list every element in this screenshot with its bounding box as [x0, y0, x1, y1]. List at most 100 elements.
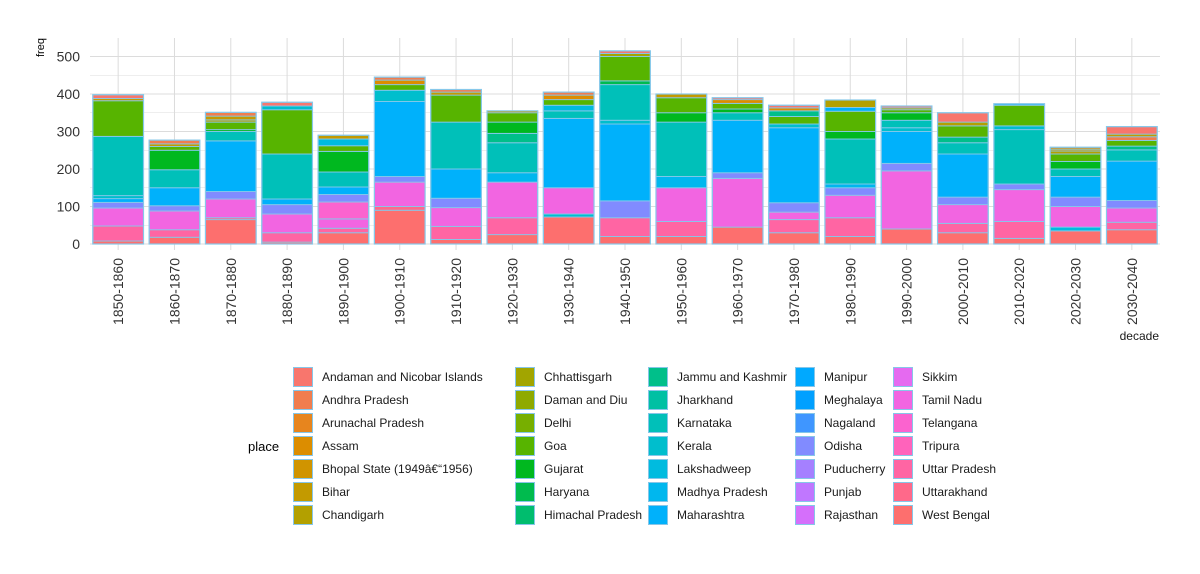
bar-segment-uttar-pradesh: [486, 217, 539, 236]
bar-segment-goa: [204, 121, 257, 131]
bar-segment-west-bengal: [993, 237, 1046, 245]
bar-segment-odisha: [373, 176, 426, 183]
bar-segment-uttar-pradesh: [261, 232, 313, 243]
bar-segment-maharashtra: [430, 168, 482, 199]
bar-segment-west-bengal: [880, 228, 933, 245]
bar-1970-1980: [768, 104, 820, 245]
x-tick-label: 1930-1940: [561, 258, 577, 325]
bar-outline: [936, 112, 989, 245]
bar-segment-gujarat: [1049, 161, 1102, 170]
bar-segment-maharashtra: [824, 107, 877, 112]
bar-segment-odisha: [1106, 200, 1158, 209]
bar-segment-karnataka: [1049, 168, 1102, 177]
bar-outline: [261, 101, 314, 245]
bar-segment-tamil-nadu: [937, 204, 989, 224]
bar-segment-uttar-pradesh: [92, 225, 144, 242]
bar-segment-gujarat: [486, 121, 539, 134]
bar-segment-gujarat: [711, 108, 764, 114]
bar-segment-karnataka: [317, 171, 370, 188]
bar-segment-odisha: [711, 172, 764, 179]
x-tick-label: 1860-1870: [166, 258, 182, 325]
x-tick-label: 1920-1930: [504, 258, 520, 325]
bar-segment-uttar-pradesh: [430, 225, 482, 240]
bar-outline: [1049, 146, 1102, 245]
bar-segment-karnataka: [711, 112, 764, 121]
x-tick-label: 1880-1890: [279, 258, 295, 325]
bar-segment-lakshadweep: [542, 104, 595, 112]
bar-segment-tamil-nadu: [430, 207, 482, 227]
bar-segment-karnataka: [599, 84, 651, 121]
bar-segment-west-bengal: [1049, 230, 1102, 245]
bar-segment-goa: [1049, 153, 1102, 162]
bar-segment-gujarat: [824, 131, 877, 140]
bar-outline: [655, 93, 708, 245]
bar-1990-2000: [880, 105, 933, 245]
bar-segment-odisha: [1049, 196, 1102, 207]
bar-segment-west-bengal: [486, 234, 539, 245]
bar-segment-haryana: [599, 80, 651, 86]
bar-segment-karnataka: [204, 131, 257, 142]
bar-segment-goa: [993, 104, 1046, 127]
bar-segment-maharashtra: [711, 119, 764, 174]
bar-1860-1870: [148, 139, 201, 245]
bar-segment-tamil-nadu: [655, 187, 708, 222]
bar-segment-uttar-pradesh: [768, 219, 820, 234]
bar-outline: [824, 99, 877, 245]
bar-segment-uttar-pradesh: [655, 221, 708, 237]
bar-segment-tamil-nadu: [486, 181, 539, 219]
bar-segment-goa: [317, 145, 370, 152]
bar-segment-maharashtra: [1106, 160, 1158, 201]
bar-segment-goa: [542, 99, 595, 106]
y-tick-label: 0: [72, 236, 80, 252]
bar-segment-tamil-nadu: [768, 211, 820, 221]
x-tick-label: 1950-1960: [673, 258, 689, 325]
bar-segment-karnataka: [92, 135, 144, 197]
bar-segment-maharashtra: [599, 123, 651, 202]
bar-1940-1950: [599, 50, 651, 245]
bar-segment-uttar-pradesh: [599, 217, 651, 237]
y-tick-label: 400: [57, 86, 81, 102]
bars: [92, 50, 1158, 245]
bar-segment-chandigarh: [937, 121, 989, 127]
bar-segment-andhra-pradesh: [1106, 136, 1158, 141]
bar-segment-tamil-nadu: [148, 210, 201, 231]
bar-outline: [542, 91, 595, 245]
bar-1900-1910: [373, 76, 426, 245]
bar-segment-goa: [261, 109, 313, 155]
bar-segment-west-bengal: [937, 232, 989, 245]
bar-segment-odisha: [599, 200, 651, 219]
x-tick-label: 1980-1990: [842, 258, 858, 325]
bar-segment-chhattisgarh: [599, 53, 651, 57]
bar-segment-maharashtra: [1049, 176, 1102, 198]
x-tick-label: 2030-2040: [1124, 258, 1140, 325]
bar-segment-odisha: [148, 205, 201, 212]
bar-segment-kerala: [599, 119, 651, 125]
x-tick-label: 2020-2030: [1068, 258, 1084, 325]
bar-1870-1880: [204, 111, 257, 245]
bar-segment-karnataka: [261, 153, 313, 200]
bar-segment-goa: [148, 146, 201, 151]
bar-segment-goa: [937, 125, 989, 138]
bar-segment-goa: [655, 97, 708, 114]
bar-segment-bihar: [204, 115, 257, 121]
bar-segment-odisha: [768, 202, 820, 213]
bar-segment-karnataka: [937, 142, 989, 155]
bar-outline: [373, 76, 426, 245]
bar-segment-tamil-nadu: [204, 198, 257, 219]
bar-segment-goa: [824, 110, 877, 132]
bar-segment-lakshadweep: [317, 138, 370, 147]
bar-segment-west-bengal: [599, 236, 651, 245]
bar-segment-tamil-nadu: [373, 181, 426, 207]
bar-segment-odisha: [880, 162, 933, 172]
bar-segment-madhya-pradesh: [655, 176, 708, 189]
bar-segment-gujarat: [148, 149, 201, 171]
bar-segment-west-bengal: [373, 209, 426, 245]
bar-segment-west-bengal: [204, 219, 257, 245]
bar-segment-assam: [542, 94, 595, 101]
bar-segment-jammu-and-kashmir: [1106, 145, 1158, 151]
bar-segment-karnataka: [824, 138, 877, 185]
bar-segment-maharashtra: [373, 101, 426, 177]
bar-segment-tamil-nadu: [711, 177, 764, 228]
x-tick-label: 1850-1860: [110, 258, 126, 325]
bar-segment-telangana: [317, 201, 370, 220]
